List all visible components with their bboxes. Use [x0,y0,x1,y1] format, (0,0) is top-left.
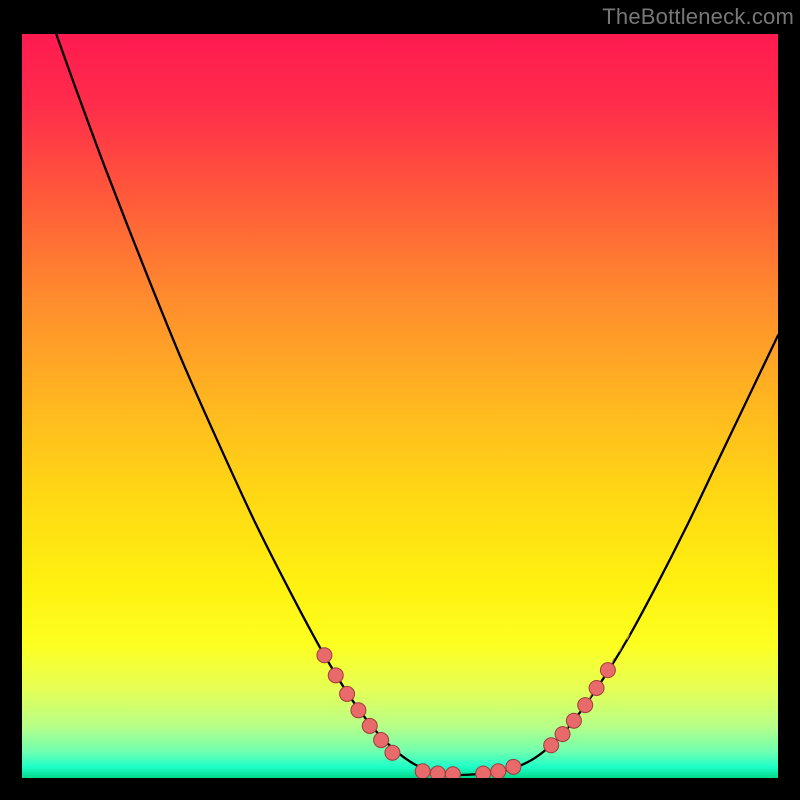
marker-dot [340,686,355,701]
marker-dot [385,745,400,760]
marker-dot [362,718,377,733]
chart-svg [22,34,778,778]
marker-dot [351,703,366,718]
marker-dot [555,727,570,742]
marker-dot [476,766,491,778]
marker-dot [589,680,604,695]
marker-dot [374,733,389,748]
marker-dot [506,759,521,774]
chart-stage: TheBottleneck.com [0,0,800,800]
marker-dot [578,698,593,713]
marker-dot [544,738,559,753]
marker-cluster-right [544,663,616,753]
plot-area [22,34,778,778]
marker-dot [317,648,332,663]
marker-dot [415,764,430,778]
marker-dot [491,764,506,778]
marker-dot [566,713,581,728]
marker-dot [445,767,460,778]
marker-dot [328,668,343,683]
marker-dot [600,663,615,678]
watermark-text: TheBottleneck.com [602,4,794,30]
bottleneck-curve [52,34,778,775]
marker-dot [430,766,445,778]
